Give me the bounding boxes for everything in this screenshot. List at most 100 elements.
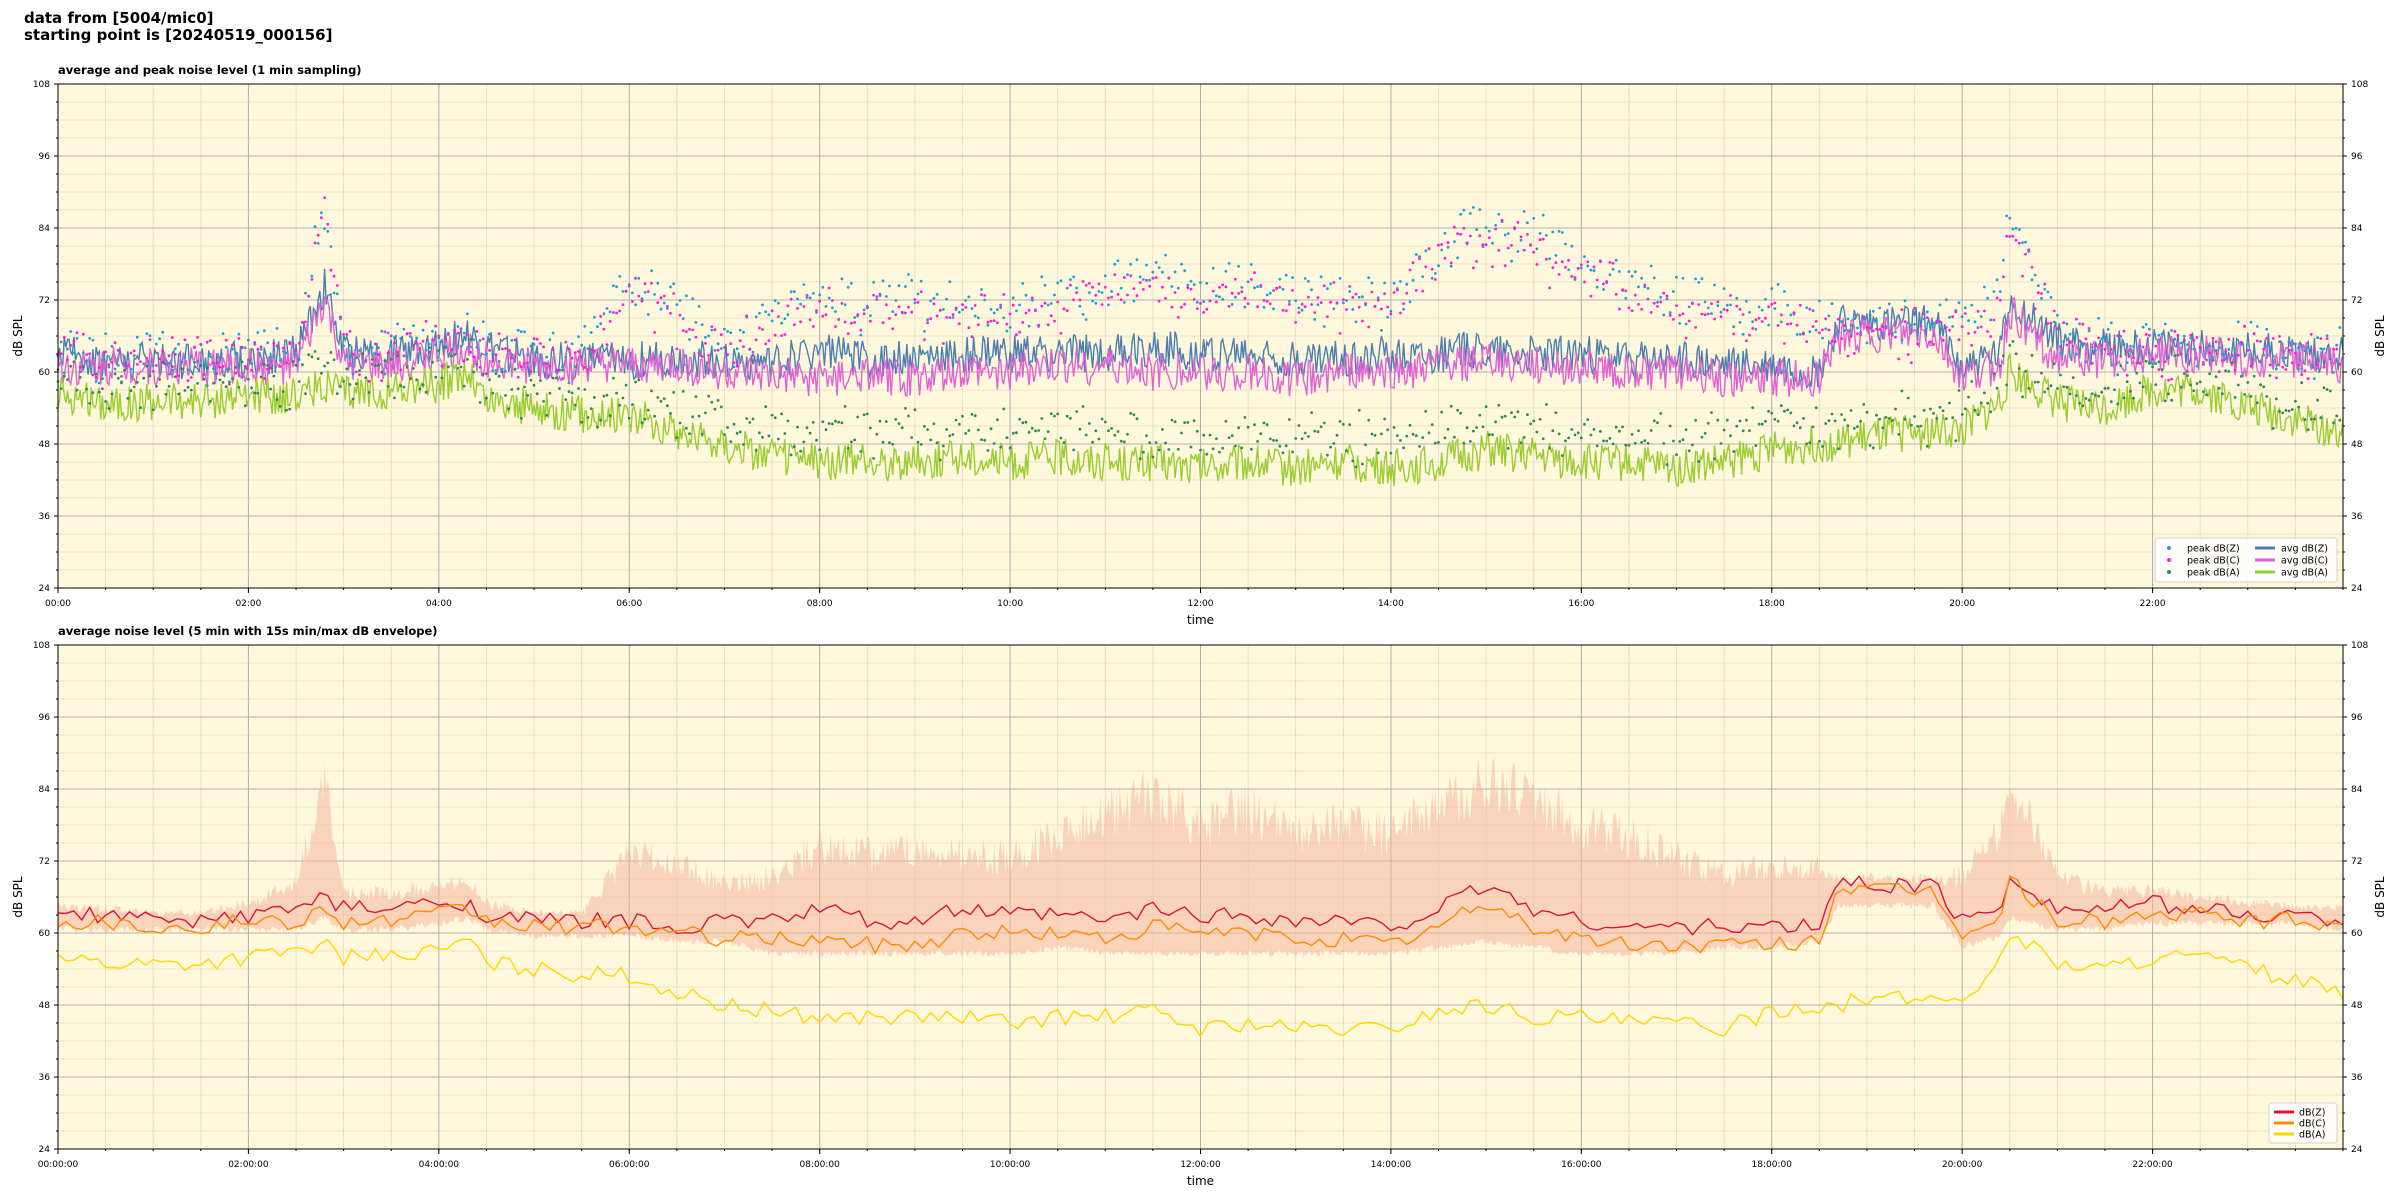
peak-point	[983, 298, 987, 302]
peak-point	[1856, 332, 1859, 335]
peak-point	[2297, 363, 2301, 367]
peak-point	[1735, 424, 1739, 428]
peak-point	[599, 418, 603, 422]
peak-point	[942, 444, 945, 448]
peak-point	[1586, 260, 1590, 264]
peak-point	[2243, 324, 2247, 328]
peak-point	[466, 312, 469, 316]
peak-point	[935, 292, 939, 296]
peak-point	[2309, 364, 2313, 368]
peak-point	[193, 345, 196, 349]
peak-point	[1040, 417, 1044, 420]
peak-point	[1386, 315, 1390, 319]
peak-point	[285, 361, 288, 365]
peak-point	[1097, 290, 1101, 293]
peak-point	[570, 356, 574, 360]
peak-point	[342, 380, 345, 383]
peak-point	[612, 284, 615, 287]
peak-point	[2211, 337, 2215, 340]
peak-point	[1583, 280, 1586, 284]
peak-point	[253, 391, 257, 395]
peak-point	[640, 421, 644, 425]
peak-point	[1732, 325, 1736, 329]
peak-point	[377, 346, 380, 350]
peak-point	[1091, 440, 1094, 444]
peak-point	[799, 449, 802, 453]
peak-point	[2322, 347, 2326, 351]
peak-point	[101, 358, 104, 362]
peak-point	[1541, 237, 1545, 241]
peak-point	[1300, 437, 1304, 441]
peak-point	[516, 387, 520, 390]
peak-point	[1684, 428, 1688, 431]
peak-point	[646, 290, 650, 293]
peak-point	[1103, 274, 1107, 278]
peak-point	[1798, 303, 1802, 307]
peak-point	[1240, 446, 1244, 450]
peak-point	[1595, 285, 1599, 289]
peak-point	[177, 374, 181, 378]
peak-point	[1145, 263, 1148, 267]
peak-point	[2059, 345, 2062, 349]
peak-point	[786, 419, 790, 423]
peak-point	[713, 349, 717, 352]
peak-point	[2090, 345, 2094, 349]
peak-point	[948, 316, 952, 319]
peak-point	[577, 335, 580, 339]
peak-point	[2313, 417, 2316, 421]
peak-point	[135, 380, 139, 384]
peak-point	[1151, 276, 1155, 280]
peak-point	[732, 422, 736, 426]
peak-point	[326, 361, 330, 365]
peak-point	[1833, 419, 1837, 423]
peak-point	[1986, 296, 1989, 300]
peak-point	[313, 350, 317, 353]
peak-point	[1059, 331, 1063, 335]
peak-point	[1871, 309, 1875, 313]
peak-point	[396, 354, 399, 357]
peak-point	[440, 364, 444, 368]
peak-point	[2017, 367, 2021, 370]
peak-point	[380, 379, 384, 383]
peak-point	[529, 370, 533, 373]
peak-point	[872, 280, 875, 284]
peak-point	[713, 407, 717, 411]
peak-point	[1246, 302, 1250, 305]
peak-point	[361, 356, 365, 359]
peak-point	[1573, 276, 1577, 279]
peak-point	[2122, 342, 2126, 346]
x-tick-label: 08:00:00	[799, 1160, 840, 1170]
peak-point	[1843, 418, 1847, 422]
peak-point	[228, 367, 231, 371]
peak-point	[516, 375, 520, 379]
x-tick-label: 10:00:00	[990, 1160, 1031, 1170]
peak-point	[1056, 281, 1060, 285]
peak-point	[881, 440, 885, 444]
peak-point	[1272, 307, 1275, 311]
peak-point	[1602, 288, 1605, 291]
peak-point	[329, 245, 333, 248]
peak-point	[1748, 429, 1751, 433]
peak-point	[129, 351, 133, 355]
peak-point	[1503, 264, 1507, 268]
peak-point	[707, 334, 710, 338]
peak-point	[688, 338, 691, 341]
peak-point	[770, 309, 774, 313]
peak-point	[792, 445, 796, 448]
series-line-db-z-	[57, 875, 2344, 936]
peak-point	[1522, 436, 1526, 439]
peak-point	[1018, 330, 1021, 334]
peak-point	[2075, 317, 2078, 321]
y-tick-label: 60	[39, 368, 51, 378]
peak-point	[1554, 254, 1558, 257]
y-tick-label: 72	[39, 296, 50, 306]
peak-point	[1979, 325, 1983, 329]
peak-point	[1338, 420, 1342, 423]
peak-point	[2138, 344, 2142, 348]
peak-point	[548, 338, 552, 341]
peak-point	[1351, 296, 1355, 299]
peak-point	[66, 378, 69, 381]
peak-point	[1751, 406, 1755, 409]
peak-point	[957, 310, 961, 314]
peak-point	[110, 344, 114, 348]
